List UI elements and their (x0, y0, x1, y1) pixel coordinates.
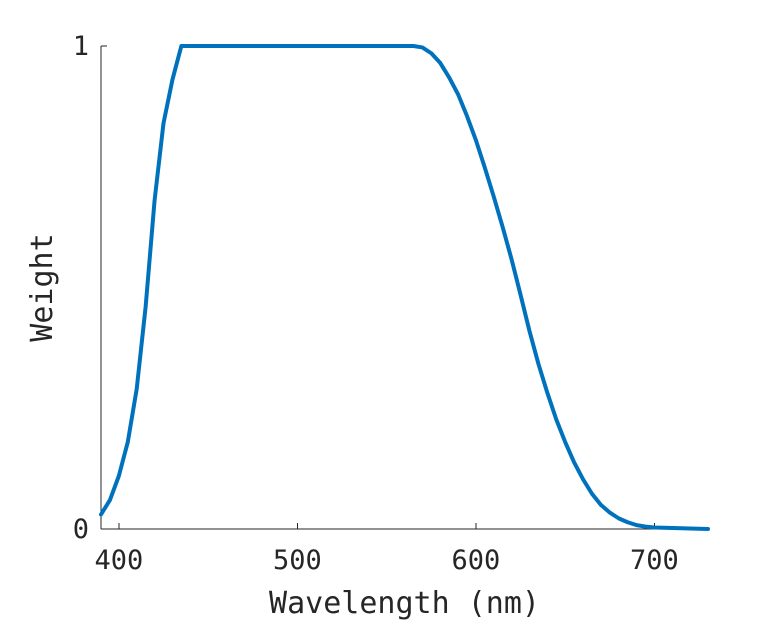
x-tick-label: 700 (630, 545, 679, 576)
series-line (99, 44, 710, 531)
x-tick-label: 600 (452, 545, 501, 576)
y-tick-label: 0 (73, 514, 89, 545)
x-tick-label: 400 (94, 545, 143, 576)
y-tick-label: 1 (73, 31, 89, 62)
axes (100, 46, 708, 530)
y-ticks: 01 (73, 31, 107, 545)
plot-series (99, 44, 710, 531)
x-axis-label: Wavelength (nm) (269, 586, 540, 621)
x-ticks: 400 500 600 700 (94, 523, 679, 576)
x-tick-label: 500 (273, 545, 322, 576)
y-axis-label: Weight (25, 233, 60, 341)
